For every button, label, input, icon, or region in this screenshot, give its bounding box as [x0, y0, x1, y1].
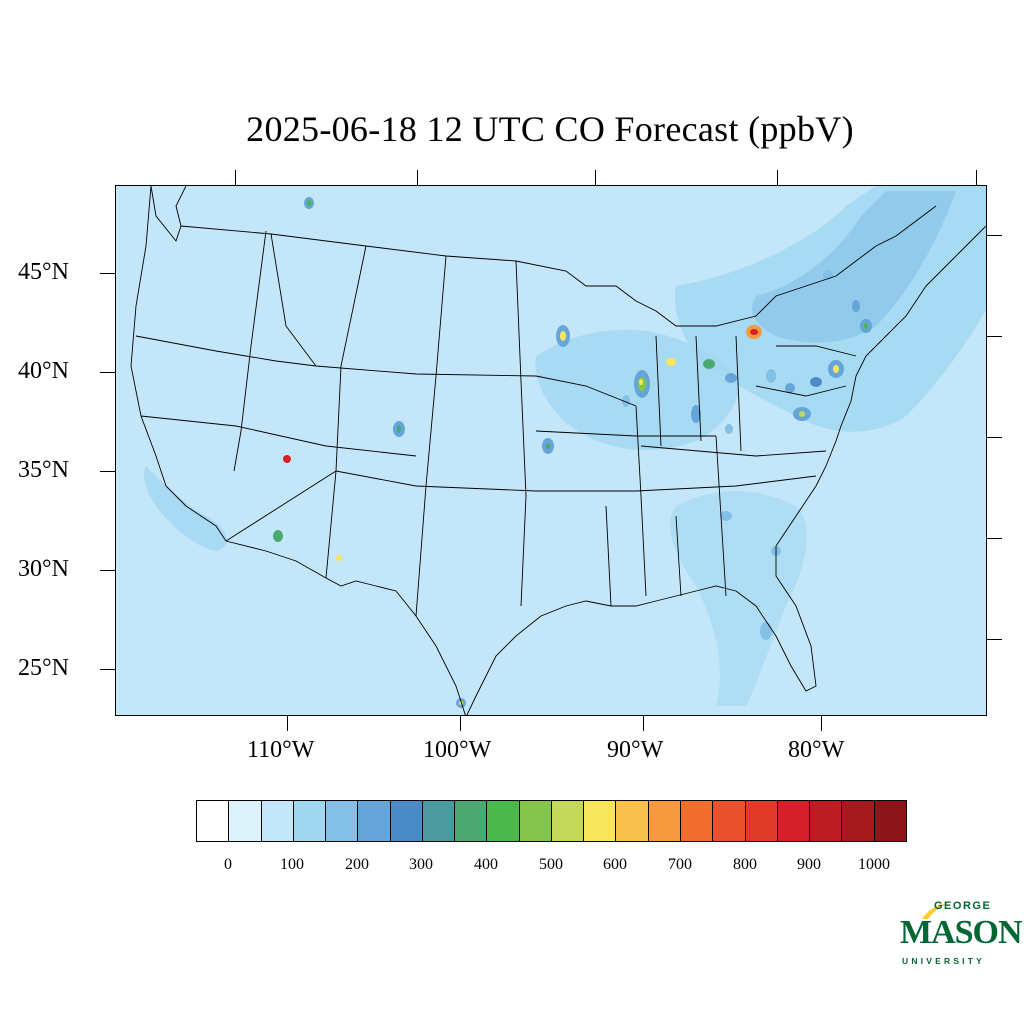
california-haze — [144, 466, 227, 551]
gmu-logo: GEORGE MASON UNIVERSITY — [898, 900, 1023, 970]
colorbar-swatch-12 — [584, 801, 617, 841]
colorbar-swatch-10 — [519, 801, 552, 841]
colorbar-swatch-4 — [326, 801, 359, 841]
bottom-tick-110w — [287, 716, 288, 731]
colorbar-label-800: 800 — [733, 856, 757, 873]
logo-swoosh-icon — [922, 903, 948, 919]
colorbar-swatch-16 — [713, 801, 746, 841]
colorbar-label-100: 100 — [280, 856, 304, 873]
colorbar-label-900: 900 — [797, 856, 821, 873]
right-tick-4 — [987, 538, 1002, 539]
bottom-tick-100w — [460, 716, 461, 731]
colorbar-swatch-11 — [551, 801, 585, 841]
colorbar-label-0: 0 — [224, 856, 232, 873]
left-tick-25n — [100, 669, 115, 670]
top-tick-100w — [417, 170, 418, 185]
logo-george: GEORGE — [934, 900, 992, 912]
co-hotspots — [273, 197, 872, 708]
top-tick-90w — [595, 170, 596, 185]
colorbar-swatch-6 — [390, 801, 423, 841]
colorbar-swatch-15 — [680, 801, 714, 841]
lon-label-110w: 110°W — [247, 737, 315, 763]
lat-label-25n: 25°N — [18, 655, 69, 681]
right-tick-1 — [987, 235, 1002, 236]
bottom-tick-90w — [643, 716, 644, 731]
colorbar-label-700: 700 — [668, 856, 692, 873]
colorbar — [196, 800, 907, 842]
colorbar-swatch-20 — [842, 801, 875, 841]
colorbar-swatch-1 — [229, 801, 262, 841]
map-panel — [115, 185, 987, 716]
map-outlines — [130, 186, 986, 715]
colorbar-label-200: 200 — [345, 856, 369, 873]
map-canvas — [130, 186, 986, 715]
colorbar-label-500: 500 — [539, 856, 563, 873]
lat-label-45n: 45°N — [18, 259, 69, 285]
southeast-haze — [669, 491, 807, 706]
lat-label-40n: 40°N — [18, 358, 69, 384]
lat-label-35n: 35°N — [18, 457, 69, 483]
lon-label-80w: 80°W — [788, 737, 845, 763]
colorbar-swatch-13 — [616, 801, 649, 841]
colorbar-swatch-14 — [648, 801, 681, 841]
colorbar-swatch-21 — [874, 801, 906, 841]
colorbar-swatch-7 — [422, 801, 456, 841]
right-tick-3 — [987, 437, 1002, 438]
colorbar-label-300: 300 — [409, 856, 433, 873]
colorbar-swatch-18 — [777, 801, 811, 841]
colorbar-swatch-19 — [810, 801, 843, 841]
colorbar-label-400: 400 — [474, 856, 498, 873]
bottom-tick-80w — [821, 716, 822, 731]
left-tick-45n — [100, 273, 115, 274]
left-tick-40n — [100, 372, 115, 373]
right-tick-5 — [987, 639, 1002, 640]
logo-mason: MASON — [900, 914, 1023, 951]
colorbar-swatch-3 — [293, 801, 327, 841]
colorbar-swatch-17 — [745, 801, 778, 841]
lon-label-100w: 100°W — [423, 737, 492, 763]
colorbar-swatch-0 — [197, 801, 230, 841]
top-tick-70w — [976, 170, 977, 185]
lon-label-90w: 90°W — [607, 737, 664, 763]
logo-university: UNIVERSITY — [902, 956, 986, 966]
colorbar-swatch-9 — [487, 801, 520, 841]
right-tick-2 — [987, 336, 1002, 337]
colorbar-swatch-8 — [455, 801, 488, 841]
us-outline — [130, 186, 986, 715]
colorbar-swatch-2 — [261, 801, 294, 841]
map-title: 2025-06-18 12 UTC CO Forecast (ppbV) — [246, 109, 854, 149]
lat-label-30n: 30°N — [18, 556, 69, 582]
colorbar-label-600: 600 — [603, 856, 627, 873]
left-tick-30n — [100, 570, 115, 571]
top-tick-80w — [777, 170, 778, 185]
colorbar-label-1000: 1000 — [858, 856, 890, 873]
colorbar-swatch-5 — [358, 801, 391, 841]
canada-border — [180, 205, 937, 327]
left-tick-35n — [100, 471, 115, 472]
top-tick-110w — [235, 170, 236, 185]
